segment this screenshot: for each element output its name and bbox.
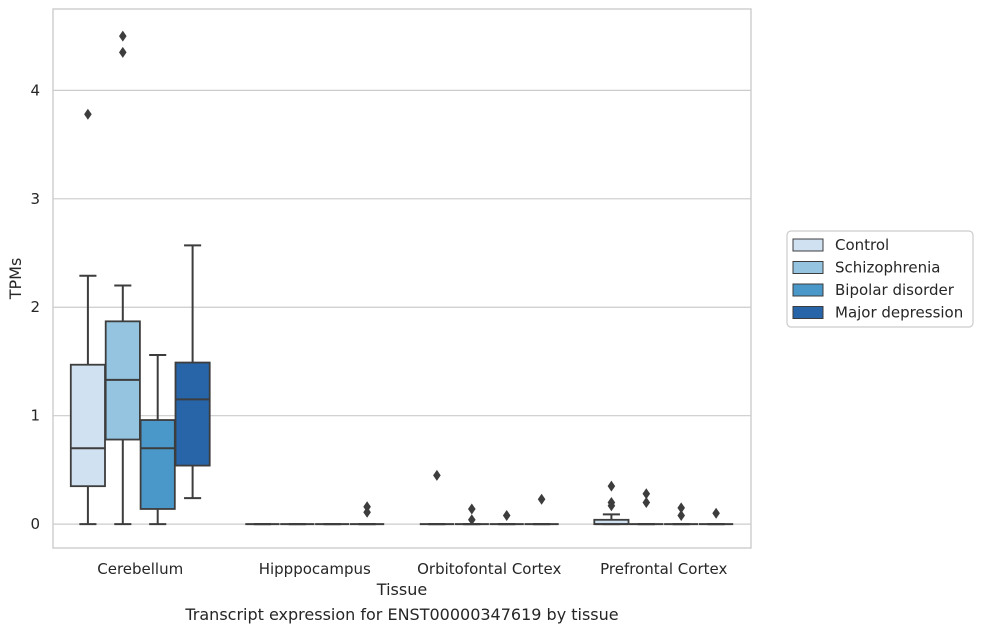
outlier-point	[607, 480, 616, 492]
boxes	[69, 30, 734, 526]
chart-caption: Transcript expression for ENST0000034761…	[185, 605, 619, 624]
outlier-point	[607, 496, 616, 508]
legend-swatch	[792, 306, 824, 319]
box-schizophrenia	[629, 488, 664, 526]
x-axis-ticks: Cerebellum Hipppocampus Orbitofontal Corte…	[97, 560, 727, 578]
y-tick-label: 3	[30, 190, 40, 208]
x-tick-label: Prefrontal Cortex	[600, 560, 727, 578]
outlier-point	[84, 108, 92, 120]
box-control	[593, 480, 630, 526]
x-axis-label: Tissue	[376, 580, 427, 599]
outlier-point	[642, 488, 651, 500]
box-bipolar-disorder	[139, 353, 176, 526]
outlier-point	[502, 509, 511, 521]
x-tick-label: Cerebellum	[97, 560, 183, 578]
box-schizophrenia	[104, 30, 141, 526]
box-schizophrenia	[454, 503, 489, 526]
y-tick-label: 1	[30, 407, 40, 425]
box-control	[419, 469, 455, 526]
outlier-point	[537, 493, 546, 505]
outlier-point	[119, 46, 127, 58]
box-major-depression	[174, 244, 211, 500]
outlier-point	[119, 30, 127, 42]
outlier-point	[677, 502, 685, 514]
x-tick-label: Orbitofontal Cortex	[417, 560, 561, 578]
legend-swatch	[792, 238, 824, 252]
box-major-depression	[524, 493, 559, 526]
box-bipolar-disorder	[664, 502, 699, 526]
box-major-depression	[349, 501, 385, 526]
legend-label: Schizophrenia	[835, 259, 940, 277]
outlier-point	[677, 509, 685, 521]
y-tick-label: 4	[30, 81, 40, 99]
outlier-point	[468, 503, 476, 515]
y-tick-label: 2	[30, 298, 40, 316]
outlier-point	[468, 514, 476, 526]
legend-swatch	[792, 283, 824, 297]
legend: Control Schizophrenia Bipolar disorder Majo…	[786, 230, 974, 328]
plot-area-frame	[52, 8, 752, 549]
y-axis-ticks: 0 1 2 3 4	[30, 81, 40, 533]
legend-frame	[786, 230, 974, 328]
outlier-point	[363, 501, 371, 513]
box-iqr	[69, 363, 106, 488]
outlier-point	[642, 496, 651, 508]
y-tick-label: 0	[30, 515, 40, 533]
legend-label: Major depression	[835, 304, 963, 322]
box-major-depression	[698, 507, 734, 526]
legend-label: Bipolar disorder	[835, 281, 955, 299]
legend-swatch	[792, 261, 824, 274]
box-iqr	[139, 419, 176, 510]
x-tick-label: Hipppocampus	[259, 560, 371, 578]
box-control	[69, 108, 106, 526]
outlier-point	[433, 469, 441, 481]
legend-label: Control	[835, 236, 889, 254]
box-bipolar-disorder	[489, 509, 524, 526]
outlier-point	[712, 507, 720, 519]
y-axis-label: TPMs	[6, 258, 25, 301]
box-iqr	[174, 361, 211, 467]
